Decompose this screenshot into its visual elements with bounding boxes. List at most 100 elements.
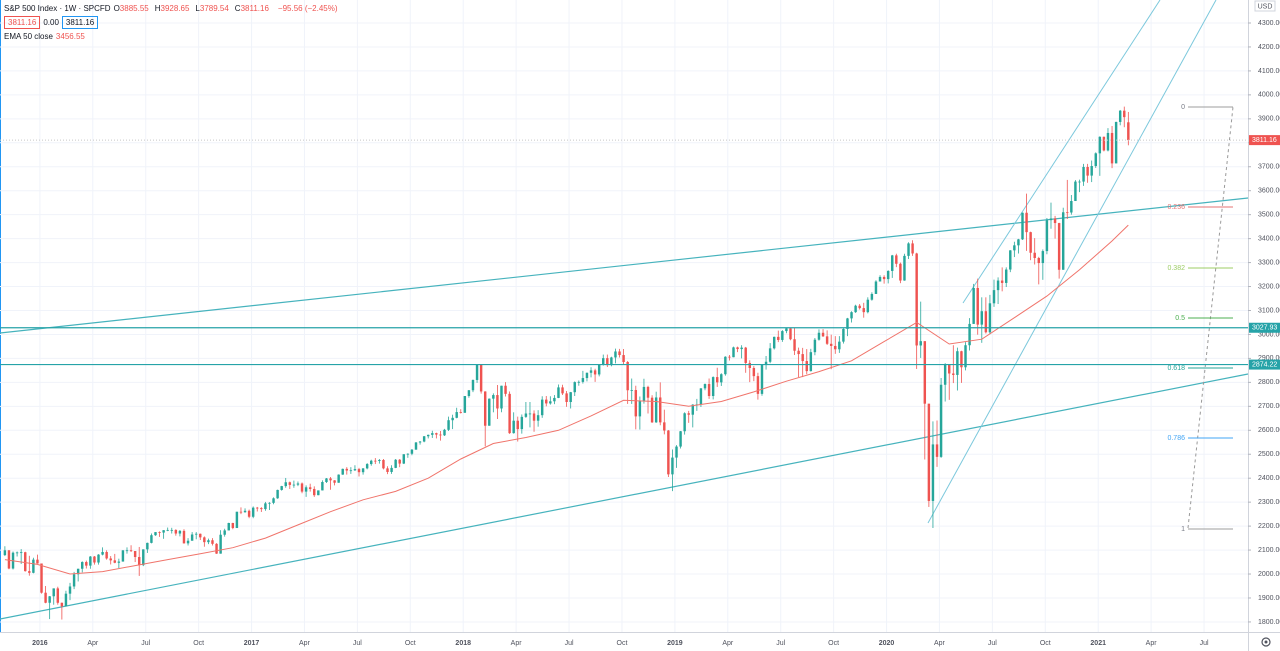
candle-body	[394, 459, 397, 468]
candle-body	[361, 468, 365, 473]
x-tick-label: Oct	[617, 640, 628, 647]
candle-body	[1021, 212, 1024, 240]
candle-body	[956, 351, 959, 375]
candle-body	[496, 395, 499, 409]
y-tick-label: 1900.00	[1258, 595, 1280, 602]
candle-body	[28, 571, 31, 573]
candle-body	[418, 441, 422, 443]
candle-body	[948, 364, 951, 374]
y-tick-label: 3300.00	[1258, 259, 1280, 266]
fib-label: 0.5	[1175, 315, 1185, 322]
candle-body	[943, 364, 947, 385]
candle-body	[1106, 132, 1110, 151]
candle-body	[797, 350, 800, 355]
candle-body	[76, 568, 80, 575]
candle-body	[146, 542, 149, 550]
candle-body	[1013, 245, 1016, 251]
y-tick-label: 2200.00	[1258, 523, 1280, 530]
currency: USD	[1258, 3, 1273, 10]
candle-body	[536, 415, 540, 421]
candle-body	[81, 562, 84, 569]
spread: 0.00	[43, 18, 59, 27]
candle-body	[475, 364, 479, 380]
candle-body	[370, 460, 373, 465]
candle-body	[190, 534, 194, 541]
candle-body	[772, 336, 776, 349]
candle-body	[699, 388, 703, 405]
candle-body	[581, 378, 585, 382]
candle-body	[333, 480, 336, 483]
candle-body	[565, 393, 568, 403]
y-tick-label: 2600.00	[1258, 427, 1280, 434]
settings-icon[interactable]	[1261, 637, 1271, 647]
candle-body	[842, 328, 845, 342]
candle-body	[280, 486, 283, 490]
legend-header: S&P 500 Index · 1W · SPCFD O3885.55 H3928.…	[4, 2, 341, 44]
candle-body	[317, 490, 320, 496]
candle-body	[915, 253, 918, 346]
candle-body	[610, 357, 613, 366]
candle-body	[1078, 181, 1081, 183]
candle-body	[728, 356, 731, 358]
candle-body	[952, 373, 955, 375]
candle-body	[825, 336, 829, 344]
candle-body	[777, 336, 780, 340]
price-tag-label: 3027.93	[1252, 325, 1277, 332]
candle-body	[203, 537, 206, 543]
candle-body	[1037, 258, 1040, 264]
candle-body	[516, 420, 519, 430]
candle-body	[707, 384, 711, 397]
candle-body	[304, 487, 308, 492]
candle-body	[247, 510, 251, 517]
x-tick-label: Jul	[565, 640, 574, 647]
currency-box[interactable]	[1254, 0, 1276, 12]
candle-body	[211, 540, 214, 544]
x-tick-label: Apr	[934, 640, 946, 647]
candle-body	[939, 384, 943, 457]
candle-body	[520, 416, 524, 430]
candle-body	[451, 417, 454, 421]
candle-body	[170, 529, 173, 531]
change: −95.56 (−2.45%)	[277, 4, 338, 13]
candle-body	[374, 460, 377, 462]
candle-body	[532, 413, 536, 421]
candle-body	[675, 446, 678, 458]
candle-body	[500, 385, 503, 409]
candle-body	[300, 483, 304, 492]
candle-body	[667, 430, 670, 475]
candle-body	[862, 308, 865, 313]
candle-body	[854, 305, 857, 313]
candle-body	[288, 482, 292, 485]
candle-body	[711, 377, 715, 397]
candle-body	[199, 533, 202, 538]
candle-body	[174, 529, 178, 534]
candle-body	[341, 468, 344, 475]
candle-body	[891, 255, 894, 271]
x-tick-label: 2021	[1090, 640, 1106, 647]
candle-body	[508, 393, 511, 434]
candle-body	[903, 255, 906, 281]
candle-body	[1009, 250, 1012, 270]
candle-body	[569, 392, 572, 403]
candle-body	[703, 384, 707, 389]
x-tick-label: Jul	[988, 640, 997, 647]
ohlc-prefix: C	[234, 4, 241, 13]
candle-body	[512, 420, 515, 434]
fib-label: 0.786	[1167, 435, 1185, 442]
y-tick-label: 2400.00	[1258, 475, 1280, 482]
candle-body	[3, 550, 7, 556]
y-tick-label: 3600.00	[1258, 188, 1280, 195]
candle-body	[557, 387, 560, 398]
y-tick-label: 3100.00	[1258, 307, 1280, 314]
ohlc-number: 3928.65	[160, 4, 190, 13]
candle-body	[463, 396, 467, 413]
candle-body	[524, 413, 528, 417]
candle-body	[764, 361, 768, 365]
candle-body	[911, 243, 914, 254]
candle-body	[109, 558, 112, 561]
candle-body	[97, 554, 100, 563]
bid-box[interactable]: 3811.16	[4, 16, 41, 29]
candle-body	[671, 457, 674, 475]
candle-body	[1074, 181, 1077, 202]
ask-box[interactable]: 3811.16	[61, 16, 99, 29]
